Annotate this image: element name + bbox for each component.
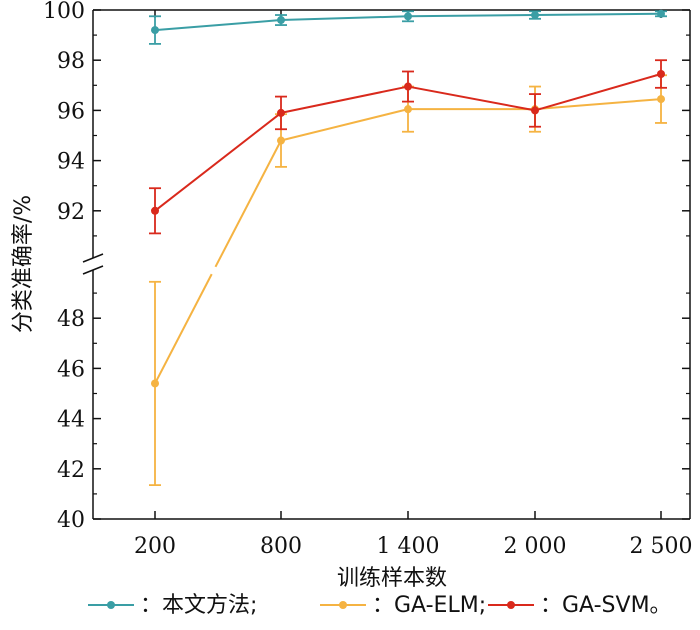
series-0 <box>149 9 667 45</box>
legend-item-0: ：本文方法; <box>88 593 257 618</box>
legend: ：本文方法; ：GA-ELM; ：GA-SVM。 <box>88 593 672 618</box>
data-point <box>531 11 539 20</box>
data-point <box>404 12 412 21</box>
axis-break-mark <box>82 253 104 263</box>
legend-label: ：GA-ELM; <box>372 593 486 618</box>
y-tick-label: 46 <box>57 357 85 382</box>
series-line <box>534 12 662 17</box>
y-tick-label: 44 <box>57 408 85 433</box>
axis-ticks <box>93 9 690 520</box>
data-point <box>151 379 159 388</box>
data-point <box>657 9 665 18</box>
y-tick-label: 92 <box>57 200 85 225</box>
data-point <box>657 95 665 104</box>
y-tick-label: 96 <box>57 99 85 124</box>
series-line <box>154 112 282 212</box>
plot-frame <box>82 9 691 520</box>
x-tick-label: 2 000 <box>504 534 567 559</box>
data-point <box>531 106 539 115</box>
series-line <box>154 19 282 32</box>
series-line <box>214 140 282 268</box>
legend-label: ：GA-SVM。 <box>540 593 672 618</box>
data-point <box>151 26 159 35</box>
x-tick-label: 800 <box>260 534 302 559</box>
data-point <box>277 108 285 117</box>
y-tick-label: 100 <box>43 0 85 24</box>
y-axis-label: 分类准确率/% <box>11 195 36 333</box>
axis-break-mark <box>82 265 104 275</box>
legend-label: ：本文方法; <box>140 593 257 618</box>
legend-swatch-marker <box>507 601 515 609</box>
x-tick-label: 200 <box>134 534 176 559</box>
y-tick-label: 48 <box>57 307 85 332</box>
data-point <box>404 82 412 91</box>
series-line <box>280 85 409 114</box>
series-line <box>280 15 409 22</box>
data-point <box>277 16 285 25</box>
legend-swatch-marker <box>107 601 115 609</box>
y-tick-label: 42 <box>57 458 85 483</box>
legend-item-2: ：GA-SVM。 <box>488 593 672 618</box>
series-line <box>407 85 536 112</box>
y-tick-label: 94 <box>57 150 85 175</box>
series-2 <box>149 59 667 235</box>
data-point <box>404 105 412 114</box>
data-point <box>657 70 665 79</box>
x-tick-labels: 200 800 1 400 2 000 2 500 <box>134 534 692 559</box>
series-line <box>534 98 662 111</box>
data-point <box>277 136 285 145</box>
x-axis-label: 训练样本数 <box>337 566 447 591</box>
legend-swatch-marker <box>339 601 347 609</box>
series-1 <box>149 74 667 487</box>
legend-item-1: ：GA-ELM; <box>320 593 486 618</box>
x-tick-label: 2 500 <box>630 534 693 559</box>
data-point <box>151 206 159 215</box>
series-layer <box>149 9 667 487</box>
series-line <box>534 73 662 112</box>
series-line <box>280 108 409 142</box>
y-tick-label: 98 <box>57 49 85 74</box>
x-tick-label: 1 400 <box>377 534 440 559</box>
y-tick-label: 40 <box>57 508 85 533</box>
series-line <box>407 14 536 18</box>
y-tick-labels: 40 42 44 46 48 92 94 96 98 100 <box>43 0 85 533</box>
series-line <box>154 273 213 384</box>
